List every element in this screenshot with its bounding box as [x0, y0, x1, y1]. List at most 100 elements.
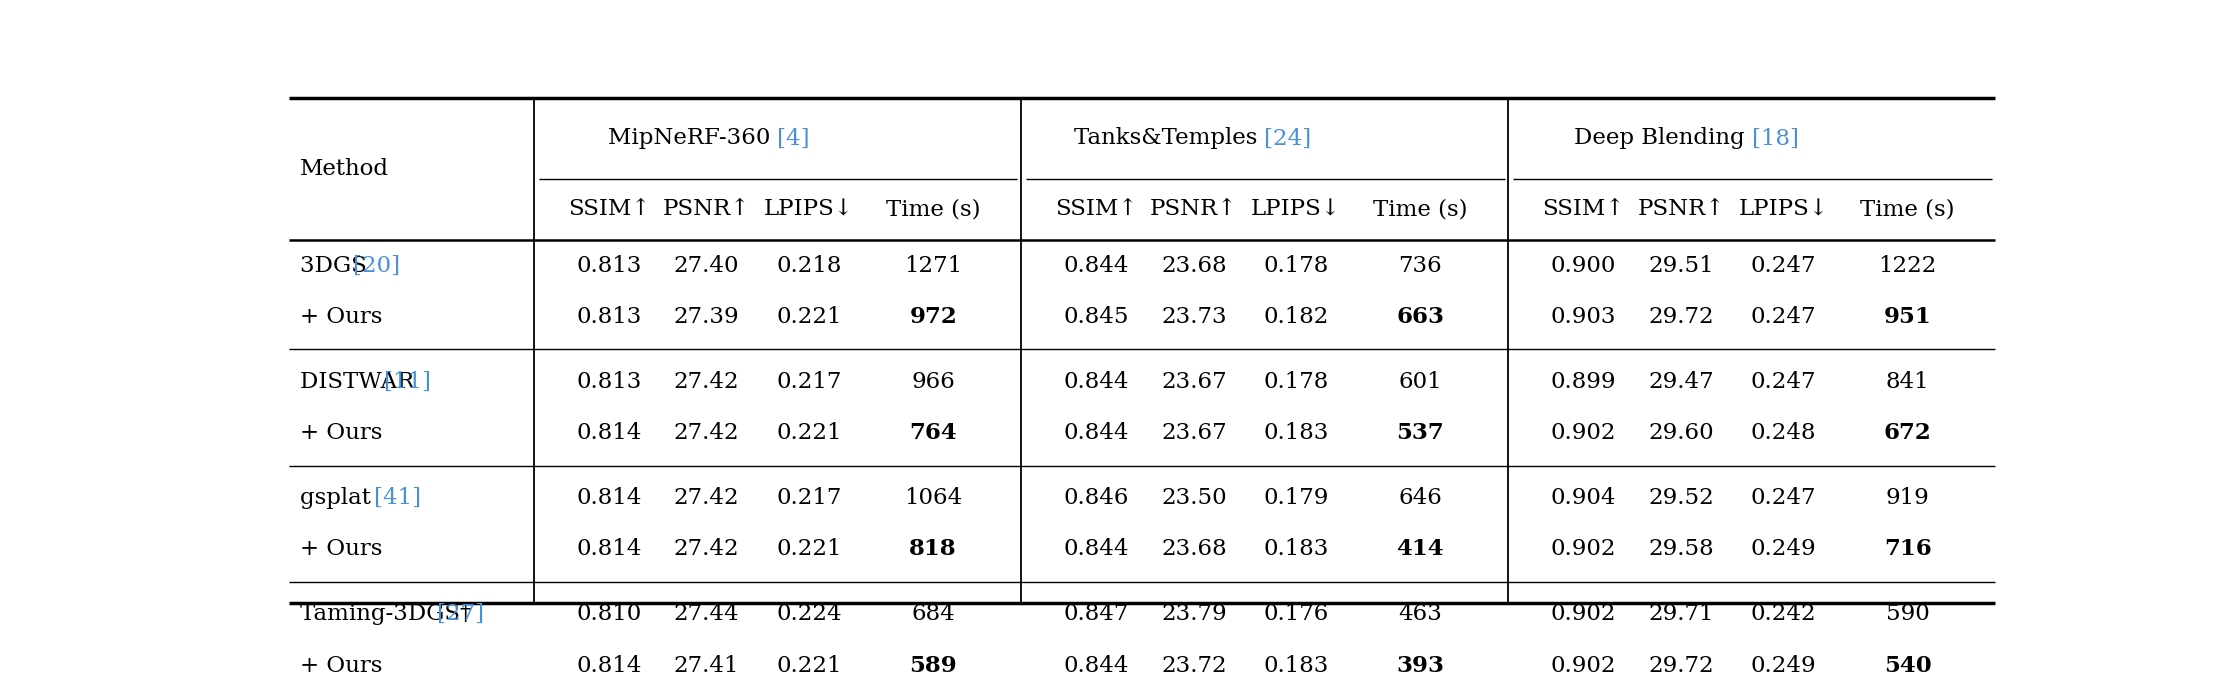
Text: + Ours: + Ours — [300, 538, 382, 561]
Text: 1064: 1064 — [903, 487, 963, 509]
Text: 23.73: 23.73 — [1161, 306, 1227, 328]
Text: 0.178: 0.178 — [1263, 255, 1329, 277]
Text: 23.67: 23.67 — [1161, 371, 1227, 393]
Text: 0.221: 0.221 — [777, 538, 841, 561]
Text: 0.248: 0.248 — [1751, 422, 1815, 444]
Text: 0.813: 0.813 — [577, 255, 641, 277]
Text: 590: 590 — [1886, 603, 1931, 625]
Text: 23.50: 23.50 — [1161, 487, 1227, 509]
Text: 29.52: 29.52 — [1649, 487, 1713, 509]
Text: 0.847: 0.847 — [1063, 603, 1129, 625]
Text: Time (s): Time (s) — [885, 199, 981, 221]
Text: 27.44: 27.44 — [675, 603, 739, 625]
Text: 684: 684 — [912, 603, 954, 625]
Text: 0.221: 0.221 — [777, 306, 841, 328]
Text: 663: 663 — [1396, 306, 1445, 328]
Text: 27.42: 27.42 — [675, 487, 739, 509]
Text: SSIM↑: SSIM↑ — [568, 199, 650, 221]
Text: 0.844: 0.844 — [1063, 371, 1129, 393]
Text: 27.42: 27.42 — [675, 538, 739, 561]
Text: 23.72: 23.72 — [1161, 655, 1227, 677]
Text: 393: 393 — [1396, 655, 1445, 677]
Text: 0.176: 0.176 — [1263, 603, 1329, 625]
Text: 966: 966 — [912, 371, 954, 393]
Text: 0.813: 0.813 — [577, 371, 641, 393]
Text: 0.813: 0.813 — [577, 306, 641, 328]
Text: 0.247: 0.247 — [1751, 371, 1815, 393]
Text: 0.247: 0.247 — [1751, 487, 1815, 509]
Text: [20]: [20] — [353, 255, 399, 277]
Text: 463: 463 — [1398, 603, 1442, 625]
Text: 0.846: 0.846 — [1063, 487, 1129, 509]
Text: 27.39: 27.39 — [675, 306, 739, 328]
Text: 0.183: 0.183 — [1263, 655, 1329, 677]
Text: 0.179: 0.179 — [1263, 487, 1329, 509]
Text: 0.814: 0.814 — [577, 422, 641, 444]
Text: [18]: [18] — [1751, 128, 1800, 150]
Text: 0.224: 0.224 — [777, 603, 841, 625]
Text: 0.904: 0.904 — [1551, 487, 1615, 509]
Text: Method: Method — [300, 158, 388, 180]
Text: 0.249: 0.249 — [1751, 538, 1815, 561]
Text: 414: 414 — [1396, 538, 1445, 561]
Text: + Ours: + Ours — [300, 306, 382, 328]
Text: 0.217: 0.217 — [777, 371, 841, 393]
Text: 27.40: 27.40 — [675, 255, 739, 277]
Text: 0.844: 0.844 — [1063, 655, 1129, 677]
Text: 0.814: 0.814 — [577, 487, 641, 509]
Text: + Ours: + Ours — [300, 422, 382, 444]
Text: 1222: 1222 — [1879, 255, 1937, 277]
Text: [41]: [41] — [373, 487, 422, 509]
Text: 0.814: 0.814 — [577, 655, 641, 677]
Text: [4]: [4] — [777, 128, 810, 150]
Text: 0.247: 0.247 — [1751, 255, 1815, 277]
Text: LPIPS↓: LPIPS↓ — [763, 199, 854, 221]
Text: 0.217: 0.217 — [777, 487, 841, 509]
Text: 972: 972 — [910, 306, 956, 328]
Text: 0.844: 0.844 — [1063, 538, 1129, 561]
Text: 919: 919 — [1886, 487, 1931, 509]
Text: 29.72: 29.72 — [1649, 306, 1713, 328]
Text: 0.221: 0.221 — [777, 422, 841, 444]
Text: SSIM↑: SSIM↑ — [1056, 199, 1138, 221]
Text: 0.218: 0.218 — [777, 255, 841, 277]
Text: 537: 537 — [1396, 422, 1445, 444]
Text: 672: 672 — [1884, 422, 1931, 444]
Text: 0.183: 0.183 — [1263, 422, 1329, 444]
Text: 764: 764 — [910, 422, 956, 444]
Text: gsplat: gsplat — [300, 487, 377, 509]
Text: 29.71: 29.71 — [1649, 603, 1713, 625]
Text: 0.183: 0.183 — [1263, 538, 1329, 561]
Text: 23.67: 23.67 — [1161, 422, 1227, 444]
Text: + Ours: + Ours — [300, 655, 382, 677]
Text: 23.79: 23.79 — [1161, 603, 1227, 625]
Text: 0.845: 0.845 — [1063, 306, 1129, 328]
Text: 0.814: 0.814 — [577, 538, 641, 561]
Text: 0.899: 0.899 — [1551, 371, 1615, 393]
Text: 29.58: 29.58 — [1649, 538, 1713, 561]
Text: MipNeRF-360: MipNeRF-360 — [608, 128, 777, 150]
Text: 0.902: 0.902 — [1551, 603, 1615, 625]
Text: 0.810: 0.810 — [577, 603, 641, 625]
Text: 0.844: 0.844 — [1063, 422, 1129, 444]
Text: PSNR↑: PSNR↑ — [663, 199, 750, 221]
Text: 736: 736 — [1398, 255, 1442, 277]
Text: 3DGS: 3DGS — [300, 255, 373, 277]
Text: Taming-3DGS†: Taming-3DGS† — [300, 603, 479, 625]
Text: 29.72: 29.72 — [1649, 655, 1713, 677]
Text: 589: 589 — [910, 655, 956, 677]
Text: [11]: [11] — [384, 371, 430, 393]
Text: 23.68: 23.68 — [1161, 538, 1227, 561]
Text: 0.178: 0.178 — [1263, 371, 1329, 393]
Text: 0.249: 0.249 — [1751, 655, 1815, 677]
Text: 27.41: 27.41 — [675, 655, 739, 677]
Text: 0.902: 0.902 — [1551, 655, 1615, 677]
Text: 27.42: 27.42 — [675, 371, 739, 393]
Text: [24]: [24] — [1265, 128, 1311, 150]
Text: LPIPS↓: LPIPS↓ — [1252, 199, 1340, 221]
Text: 23.68: 23.68 — [1161, 255, 1227, 277]
Text: 0.903: 0.903 — [1551, 306, 1615, 328]
Text: 0.844: 0.844 — [1063, 255, 1129, 277]
Text: 1271: 1271 — [903, 255, 963, 277]
Text: 29.51: 29.51 — [1649, 255, 1713, 277]
